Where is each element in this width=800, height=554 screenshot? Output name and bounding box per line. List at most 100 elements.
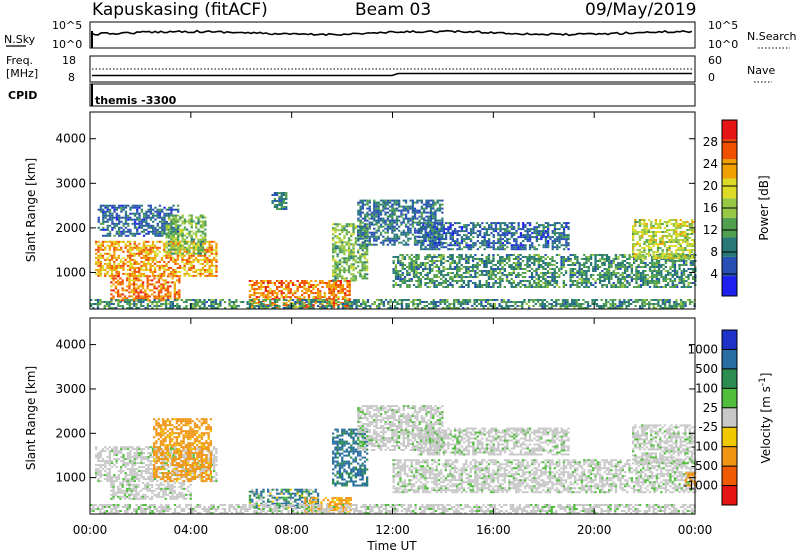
echo-cell — [605, 284, 609, 286]
echo-cell — [526, 266, 529, 268]
echo-cell — [587, 258, 590, 260]
echo-cell — [179, 228, 182, 231]
echo-cell — [407, 229, 410, 232]
echo-cell — [160, 240, 164, 243]
echo-cell — [680, 276, 683, 278]
echo-cell — [537, 268, 540, 270]
echo-cell — [156, 210, 159, 213]
echo-cell — [678, 278, 681, 280]
echo-cell — [99, 264, 102, 267]
echo-cell — [404, 215, 408, 218]
echo-cell — [661, 257, 664, 260]
echo-cell — [485, 242, 489, 245]
echo-cell — [675, 237, 678, 239]
echo-cell — [458, 254, 461, 256]
echo-cell — [113, 274, 116, 277]
echo-cell — [316, 284, 320, 286]
echo-cell — [429, 219, 433, 222]
echo-cell — [133, 268, 136, 271]
echo-cell — [262, 286, 265, 288]
echo-cell — [186, 252, 189, 255]
echo-cell — [538, 226, 541, 229]
echo-cell — [549, 236, 552, 239]
echo-cell — [169, 291, 172, 294]
echo-cell — [138, 222, 141, 225]
echo-cell — [130, 279, 133, 282]
echo-cell — [110, 266, 114, 269]
echo-cell — [352, 269, 355, 272]
echo-cell — [651, 278, 654, 280]
echo-cell — [208, 246, 211, 249]
echo-cell — [289, 292, 292, 295]
echo-cell — [386, 219, 389, 222]
echo-cell — [667, 260, 670, 262]
echo-cell — [248, 296, 252, 299]
echo-cell — [131, 212, 134, 215]
echo-cell — [634, 223, 637, 225]
echo-cell — [393, 201, 396, 204]
echo-cell — [423, 207, 426, 210]
echo-cell — [512, 262, 515, 264]
echo-cell — [578, 278, 581, 280]
echo-cell — [444, 246, 448, 249]
echo-cell — [110, 244, 114, 247]
echo-cell — [118, 226, 121, 229]
echo-cell — [617, 282, 620, 284]
echo-cell — [599, 280, 602, 282]
echo-cell — [296, 306, 299, 309]
echo-cell — [608, 280, 611, 282]
echo-cell — [621, 266, 624, 268]
echo-cell — [556, 222, 559, 225]
echo-cell — [612, 258, 615, 260]
echo-cell — [508, 274, 511, 276]
echo-cell — [341, 277, 344, 280]
echo-cell — [633, 278, 636, 280]
echo-cell — [416, 229, 419, 232]
echo-cell — [158, 204, 162, 207]
echo-cell — [102, 216, 105, 219]
echo-cell — [533, 258, 536, 260]
echo-cell — [181, 232, 184, 235]
echo-cell — [359, 273, 362, 276]
echo-cell — [399, 280, 402, 282]
echo-cell — [424, 240, 427, 243]
echo-cell — [460, 276, 463, 278]
echo-cell — [402, 199, 405, 202]
echo-cell — [120, 240, 123, 243]
echo-cell — [151, 270, 155, 273]
echo-cell — [677, 257, 680, 260]
echo-cell — [614, 264, 618, 266]
echo-cell — [510, 244, 513, 247]
echo-cell — [165, 240, 168, 243]
echo-cell — [359, 275, 362, 278]
echo-cell — [505, 258, 509, 260]
echo-cell — [510, 234, 513, 237]
echo-cell — [599, 260, 602, 262]
echo-cell — [392, 280, 395, 282]
echo-cell — [289, 282, 292, 284]
echo-cell — [666, 225, 669, 227]
echo-cell — [661, 249, 664, 252]
echo-cell — [635, 280, 638, 282]
echo-cell — [384, 237, 387, 240]
echo-cell — [399, 286, 402, 288]
echo-cell — [397, 274, 400, 276]
echo-cell — [479, 224, 482, 227]
echo-cell — [113, 224, 116, 227]
echo-cell — [339, 280, 342, 282]
echo-cell — [587, 256, 590, 258]
echo-cell — [407, 243, 410, 246]
echo-cell — [257, 286, 261, 288]
echo-cell — [377, 213, 380, 216]
echo-cell — [115, 270, 118, 273]
echo-cell — [645, 231, 648, 233]
echo-cell — [519, 264, 522, 266]
echo-cell — [638, 221, 642, 223]
echo-cell — [494, 242, 498, 245]
echo-cell — [174, 272, 177, 275]
echo-cell — [188, 248, 191, 251]
echo-cell — [339, 290, 342, 293]
echo-cell — [129, 268, 132, 271]
echo-cell — [535, 258, 538, 260]
echo-cell — [636, 231, 639, 233]
